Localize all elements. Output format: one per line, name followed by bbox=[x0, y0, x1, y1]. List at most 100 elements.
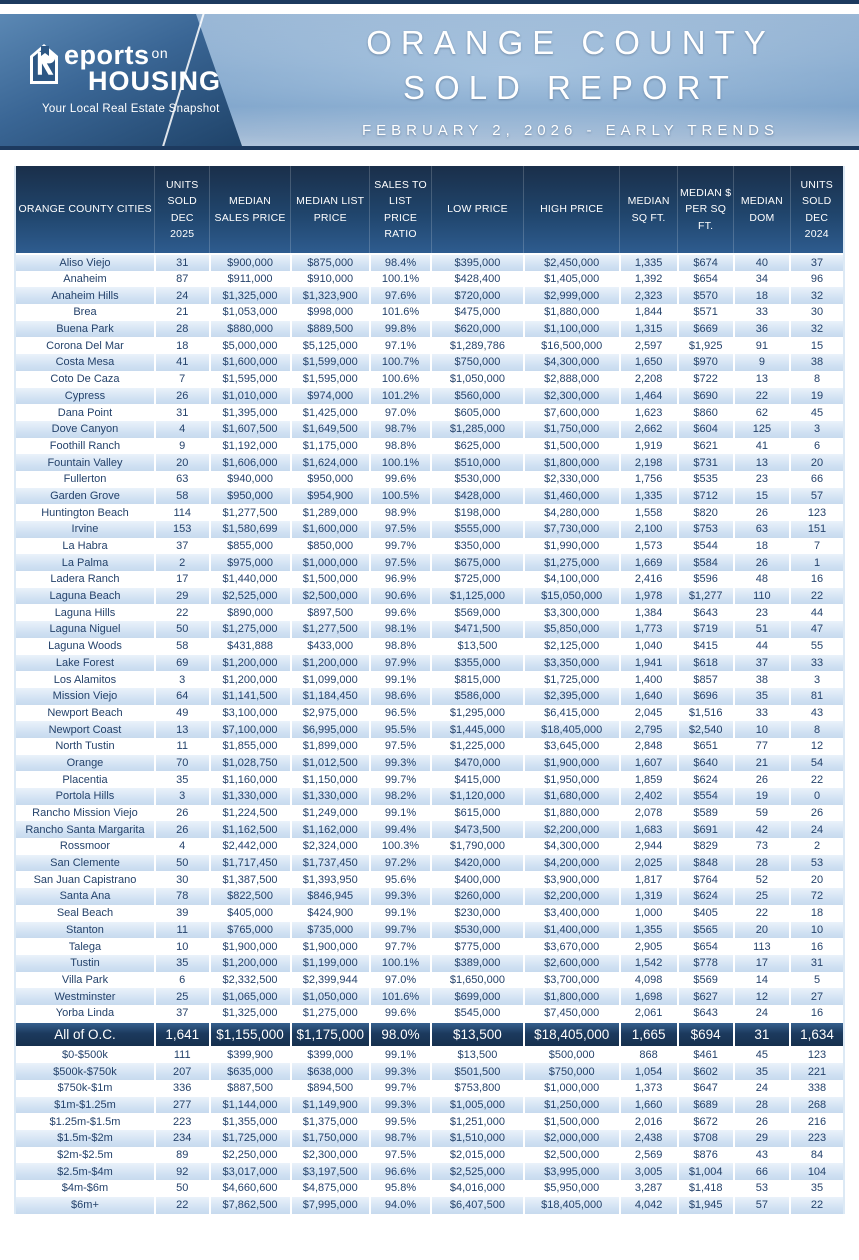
table-row: Dana Point 31 $1,395,000 $1,425,000 97.0% $60… bbox=[16, 404, 843, 421]
table-cell: $18,405,000 bbox=[523, 1020, 620, 1048]
table-cell: 45 bbox=[733, 1046, 792, 1064]
table-cell: 268 bbox=[790, 1096, 843, 1114]
table-cell: $2,332,500 bbox=[209, 971, 292, 989]
table-cell: 38 bbox=[733, 671, 792, 688]
table-cell: $911,000 bbox=[209, 270, 292, 288]
table-cell: 4,098 bbox=[619, 971, 679, 989]
table-row: Huntington Beach 114 $1,277,500 $1,289,000 9… bbox=[16, 504, 843, 521]
table-cell: $765,000 bbox=[209, 921, 292, 939]
table-cell: 96 bbox=[790, 270, 843, 288]
table-cell: 98.0% bbox=[369, 1020, 432, 1048]
table-cell: $625,000 bbox=[431, 437, 525, 455]
table-cell: 45 bbox=[790, 404, 843, 421]
table-cell: $7,450,000 bbox=[523, 1004, 621, 1022]
table-cell: 48 bbox=[733, 571, 792, 588]
table-cell: 1,558 bbox=[619, 504, 679, 521]
table-header-row: ORANGE COUNTY CITIES UNITS SOLD DEC 2025 M… bbox=[16, 166, 843, 255]
table-cell: $897,500 bbox=[290, 604, 371, 622]
table-cell: $880,000 bbox=[209, 320, 292, 338]
table-cell: $2,300,000 bbox=[290, 1146, 371, 1164]
table-cell: $16,500,000 bbox=[523, 337, 621, 355]
table-cell: 99.3% bbox=[369, 1063, 433, 1080]
table-cell: 151 bbox=[790, 521, 843, 538]
table-cell: $2,330,000 bbox=[523, 470, 621, 488]
table-cell: 16 bbox=[790, 1004, 843, 1022]
table-cell: $1,393,950 bbox=[290, 871, 371, 889]
table-cell: $4,875,000 bbox=[290, 1180, 371, 1197]
table-cell: $1,150,000 bbox=[290, 771, 371, 788]
table-cell: 2,016 bbox=[619, 1113, 679, 1131]
table-cell: $433,000 bbox=[290, 637, 371, 655]
table-cell: 868 bbox=[619, 1046, 679, 1064]
table-cell: 96.9% bbox=[369, 571, 433, 588]
table-cell: 1,607 bbox=[619, 754, 679, 772]
table-cell: $875,000 bbox=[290, 254, 371, 271]
table-cell: 35 bbox=[154, 954, 211, 972]
table-cell: 66 bbox=[733, 1163, 792, 1181]
table-cell: $618 bbox=[677, 654, 735, 672]
table-cell: 26 bbox=[733, 554, 792, 572]
table-cell: $2,540 bbox=[677, 721, 735, 738]
table-cell: $694 bbox=[677, 1020, 734, 1048]
row-label: Newport Beach bbox=[16, 704, 156, 722]
table-row: $2m-$2.5m 89 $2,250,000 $2,300,000 97.5% $2,0… bbox=[16, 1146, 843, 1164]
table-cell: 99.6% bbox=[369, 470, 433, 488]
row-label: Orange bbox=[16, 754, 156, 772]
table-cell: 18 bbox=[733, 537, 792, 555]
table-cell: $389,000 bbox=[431, 954, 525, 972]
row-label: La Palma bbox=[16, 554, 156, 572]
table-cell: $4,200,000 bbox=[523, 854, 621, 872]
table-cell: 110 bbox=[733, 587, 792, 605]
table-cell: 29 bbox=[733, 1130, 792, 1147]
table-cell: 9 bbox=[733, 354, 792, 371]
table-cell: 123 bbox=[790, 1046, 843, 1064]
table-cell: $1,900,000 bbox=[290, 938, 371, 955]
row-label: All of O.C. bbox=[16, 1020, 155, 1048]
row-label: Huntington Beach bbox=[16, 504, 156, 521]
table-cell: $1,028,750 bbox=[209, 754, 292, 772]
table-cell: $2,000,000 bbox=[523, 1130, 621, 1147]
report-subtitle: FEBRUARY 2, 2026 - EARLY TRENDS bbox=[361, 122, 780, 140]
table-cell: 31 bbox=[154, 254, 211, 271]
logo-r-house-icon bbox=[30, 44, 58, 84]
table-row: San Clemente 50 $1,717,450 $1,737,450 97.2% $… bbox=[16, 854, 843, 872]
table-cell: $5,125,000 bbox=[290, 337, 371, 355]
table-cell: 11 bbox=[154, 737, 211, 755]
table-cell: 2 bbox=[154, 554, 211, 572]
table-cell: 24 bbox=[154, 287, 211, 305]
report-table: ORANGE COUNTY CITIES UNITS SOLD DEC 2025 M… bbox=[16, 166, 843, 1214]
table-cell: $554 bbox=[677, 788, 735, 805]
table-row: Orange 70 $1,028,750 $1,012,500 99.3% $470,00… bbox=[16, 754, 843, 772]
table-cell: $1,295,000 bbox=[431, 704, 525, 722]
table-row: Seal Beach 39 $405,000 $424,900 99.1% $230,00… bbox=[16, 904, 843, 922]
table-cell: 35 bbox=[790, 1180, 843, 1197]
table-cell: 1,634 bbox=[790, 1020, 843, 1048]
table-row: $1m-$1.25m 277 $1,144,000 $1,149,900 99.3% $1… bbox=[16, 1096, 843, 1114]
table-cell: $1,323,900 bbox=[290, 287, 371, 305]
table-cell: 39 bbox=[154, 904, 211, 922]
table-cell: 26 bbox=[733, 1113, 792, 1131]
table-cell: $545,000 bbox=[431, 1004, 525, 1022]
row-label: Brea bbox=[16, 304, 156, 321]
table-cell: $4,660,600 bbox=[209, 1180, 292, 1197]
table-cell: $500,000 bbox=[523, 1046, 621, 1064]
table-cell: $1,004 bbox=[677, 1163, 735, 1181]
table-cell: 100.1% bbox=[369, 454, 433, 471]
table-cell: $1,125,000 bbox=[431, 587, 525, 605]
table-cell: $5,000,000 bbox=[209, 337, 292, 355]
table-cell: $635,000 bbox=[209, 1063, 292, 1080]
table-cell: 99.1% bbox=[369, 904, 433, 922]
table-cell: $750,000 bbox=[523, 1063, 621, 1080]
table-cell: $950,000 bbox=[290, 470, 371, 488]
table-row: Corona Del Mar 18 $5,000,000 $5,125,000 97.1… bbox=[16, 337, 843, 355]
table-cell: $689 bbox=[677, 1096, 735, 1114]
table-cell: $753,800 bbox=[431, 1080, 525, 1097]
table-cell: $18,405,000 bbox=[523, 721, 621, 738]
table-cell: $4,100,000 bbox=[523, 571, 621, 588]
table-cell: $4,280,000 bbox=[523, 504, 621, 521]
table-cell: $2,525,000 bbox=[209, 587, 292, 605]
table-cell: 52 bbox=[733, 871, 792, 889]
table-cell: 23 bbox=[733, 604, 792, 622]
table-cell: 1,542 bbox=[619, 954, 679, 972]
table-row: Talega 10 $1,900,000 $1,900,000 97.7% $775,00… bbox=[16, 938, 843, 955]
